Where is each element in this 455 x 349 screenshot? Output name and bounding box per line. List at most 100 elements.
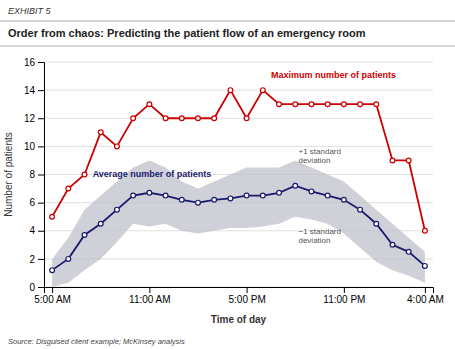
y-tick-label: 8 [29,169,35,180]
point [277,190,282,195]
point [50,214,55,219]
point [374,102,379,107]
y-axis-title: Number of patients [3,132,14,217]
x-tick-label: 5:00 PM [228,294,265,305]
point [147,102,152,107]
x-tick: 11:00 AM [129,287,171,305]
point [212,197,217,202]
point [196,200,201,205]
point [50,268,55,273]
x-tick: 4:00 AM [407,287,444,305]
sd-band [52,160,425,287]
point [422,264,427,269]
point [374,221,379,226]
x-axis-title: Time of day [211,314,267,325]
plot: 5:00 AM 11:00 AM 5:00 PM 11:00 PM 4:00 AM 0 2 4… [3,57,444,325]
y-tick-mark [38,203,44,204]
data-layer [50,88,428,287]
y-tick-mark [38,62,44,63]
point [163,116,168,121]
point [163,193,168,198]
series-line [52,186,425,270]
point [390,158,395,163]
chart-container: EXHIBIT 5 Order from chaos: Predicting th… [0,0,455,349]
point [406,249,411,254]
x-tick-mark [425,287,426,293]
annotation: −1 standarddeviation [298,227,340,245]
x-tick-mark [247,287,248,293]
chart-svg: EXHIBIT 5 Order from chaos: Predicting th… [0,0,455,349]
point [228,196,233,201]
y-tick: 10 [24,141,44,152]
y-tick: 0 [29,282,44,293]
y-tick-label: 2 [29,254,35,265]
point [66,256,71,261]
y-tick-label: 6 [29,197,35,208]
point [406,158,411,163]
annotation: Average number of patients [93,169,212,179]
y-tick-label: 14 [24,85,36,96]
title: Order from chaos: Predicting the patient… [8,27,366,39]
x-tick-label: 5:00 AM [34,294,71,305]
point [390,242,395,247]
y-tick-label: 16 [24,57,36,68]
y-tick-label: 10 [24,141,36,152]
x-tick-label: 11:00 PM [323,294,365,305]
x-tick-mark [149,287,150,293]
x-tick-label: 11:00 AM [129,294,171,305]
grid-line [44,90,433,91]
x-tick: 11:00 PM [323,287,365,305]
y-tick-label: 0 [29,282,35,293]
y-tick-label: 12 [24,113,36,124]
y-tick: 14 [24,85,44,96]
separator [0,21,455,22]
y-tick-mark [38,118,44,119]
y-tick: 12 [24,113,44,124]
point [293,102,298,107]
x-tick-label: 4:00 AM [407,294,444,305]
series-line [52,90,425,231]
point [341,102,346,107]
y-tick-label: 4 [29,225,35,236]
point [212,116,217,121]
point [66,186,71,191]
y-tick-mark [38,146,44,147]
point [244,116,249,121]
point [82,233,87,238]
source: Source: Disguised client example; McKins… [8,337,185,346]
y-tick: 6 [29,197,44,208]
y-axis: 0 2 4 6 8 10 12 14 16 [24,57,45,293]
x-axis: 5:00 AM 11:00 AM 5:00 PM 11:00 PM 4:00 AM [34,287,443,305]
y-tick-mark [38,175,44,176]
x-tick-mark [52,287,53,293]
point [179,197,184,202]
y-tick: 4 [29,225,44,236]
point [98,130,103,135]
x-axis-line [45,288,434,294]
annotation: +1 standarddeviation [298,147,340,165]
y-tick: 8 [29,169,44,180]
point [115,207,120,212]
point [82,172,87,177]
markers [50,183,428,272]
point [325,193,330,198]
point [325,102,330,107]
y-tick: 2 [29,254,44,265]
subtitle: EXHIBIT 5 [8,6,52,16]
grid-line [44,118,433,119]
point [196,116,201,121]
point [131,116,136,121]
point [358,207,363,212]
point [98,221,103,226]
point [131,193,136,198]
y-axis-line [38,63,45,288]
y-tick-mark [38,231,44,232]
point [422,228,427,233]
point [115,144,120,149]
point [260,193,265,198]
markers [50,88,428,233]
point [260,88,265,93]
y-tick: 16 [24,57,44,68]
x-tick-mark [344,287,345,293]
point [277,102,282,107]
